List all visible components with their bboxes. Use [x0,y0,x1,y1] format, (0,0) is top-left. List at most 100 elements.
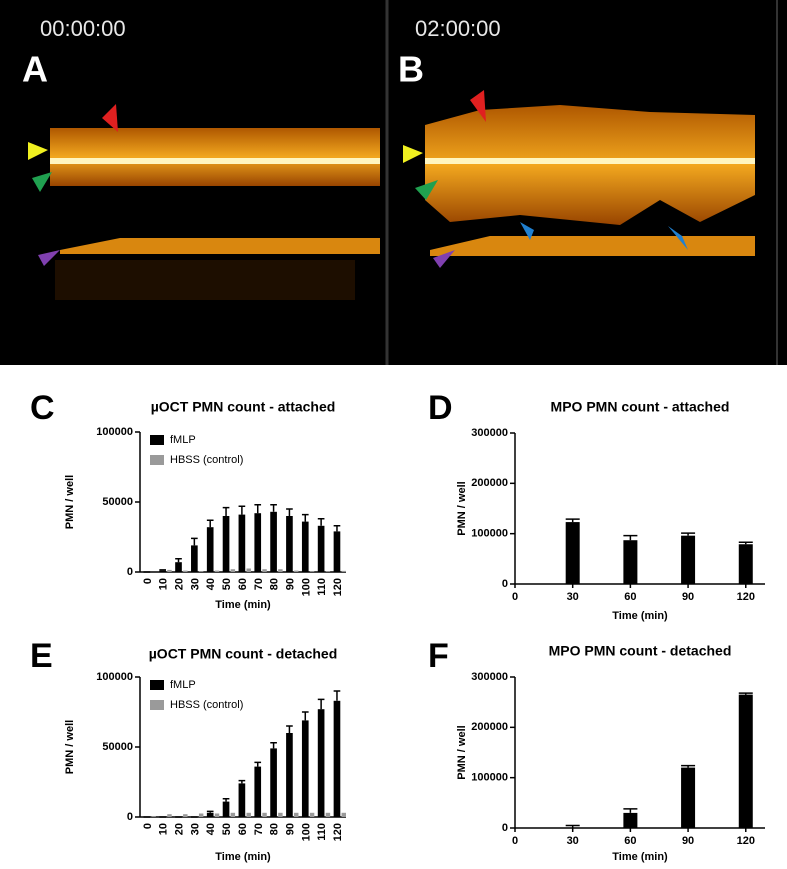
error-bar [623,808,638,813]
bar [565,827,580,828]
error-bar [238,505,246,515]
bar [681,767,696,828]
y-tick-label: 200000 [471,477,508,489]
image-panel-b [403,90,755,268]
bar [278,812,283,817]
bar [301,720,309,817]
bar [325,812,331,817]
bar [262,812,267,817]
x-tick-label: 20 [174,823,186,835]
x-tick-label: 80 [269,823,281,835]
x-tick-label: 60 [624,591,636,603]
legend-label: HBSS (control) [170,699,243,711]
panel-label: D [428,389,453,427]
x-axis-label: Time (min) [612,610,668,622]
x-tick-label: 60 [237,578,249,590]
error-bar [175,557,182,563]
x-axis-label: Time (min) [612,851,668,863]
y-axis-label: PMN / well [456,725,468,779]
error-bar [191,537,198,546]
bar [246,812,251,817]
x-tick-label: 90 [682,591,694,603]
x-tick-label: 40 [205,578,217,590]
legend-label: fMLP [170,679,196,691]
x-tick-label: 100 [300,578,312,596]
error-bar [681,764,696,768]
x-tick-label: 80 [269,578,281,590]
x-tick-label: 20 [174,578,186,590]
error-bar [254,504,262,514]
y-axis-label: PMN / well [64,475,76,529]
x-tick-label: 90 [682,835,694,847]
y-tick-label: 50000 [102,496,133,508]
bar [309,571,315,572]
bar [230,569,236,572]
image-time: 00:00:00 [40,16,126,41]
error-bar [286,508,293,516]
panel-label: F [428,637,449,675]
legend-swatch [150,435,164,445]
x-tick-label: 10 [158,578,170,590]
x-tick-label: 50 [221,823,233,835]
x-tick-label: 90 [284,578,296,590]
error-bar [238,779,246,784]
chart-title: µOCT PMN count - detached [149,646,338,662]
x-tick-label: 30 [567,591,579,603]
bar [325,571,331,572]
y-axis-label: PMN / well [64,720,76,774]
x-tick-label: 120 [332,578,344,596]
bar [301,521,309,572]
bar [623,540,638,584]
error-bar [206,519,214,528]
error-bar [738,692,753,695]
error-bar [623,534,638,541]
error-bar [254,761,262,767]
error-bar [206,810,214,813]
x-tick-label: 30 [567,835,579,847]
bar [254,766,262,817]
bar [222,516,230,572]
bar [246,568,251,572]
chart-title: µOCT PMN count - attached [151,399,336,415]
error-bar [565,824,580,828]
y-tick-label: 0 [502,578,508,590]
bar [317,525,325,572]
x-tick-label: 0 [142,823,154,829]
image-label: A [22,49,48,90]
x-tick-label: 110 [316,578,328,596]
bar [294,570,299,572]
bar [206,527,214,572]
error-bar [738,541,753,545]
x-tick-label: 50 [221,578,233,590]
y-tick-label: 0 [127,566,133,578]
y-tick-label: 200000 [471,721,508,733]
y-tick-label: 0 [127,811,133,823]
bar [214,813,220,817]
error-bar [286,725,293,733]
x-tick-label: 0 [512,591,518,603]
chart-title: MPO PMN count - detached [549,643,732,659]
bar [167,569,172,572]
x-tick-label: 0 [512,835,518,847]
x-tick-label: 120 [332,823,344,841]
error-bar [333,525,341,532]
x-tick-label: 30 [189,823,201,835]
error-bar [222,798,230,802]
bar [286,733,293,817]
bar [198,571,204,572]
x-axis-label: Time (min) [215,599,271,611]
bar [167,814,172,817]
bar [681,535,696,584]
bar [565,522,580,584]
image-panel-a [28,104,380,300]
bar [270,511,277,572]
bar [183,814,188,817]
image-label: B [398,49,424,90]
y-tick-label: 50000 [102,741,133,753]
error-bar [270,504,277,512]
legend-label: fMLP [170,434,196,446]
error-bar [301,711,309,721]
legend-label: HBSS (control) [170,454,243,466]
bar [191,545,198,572]
